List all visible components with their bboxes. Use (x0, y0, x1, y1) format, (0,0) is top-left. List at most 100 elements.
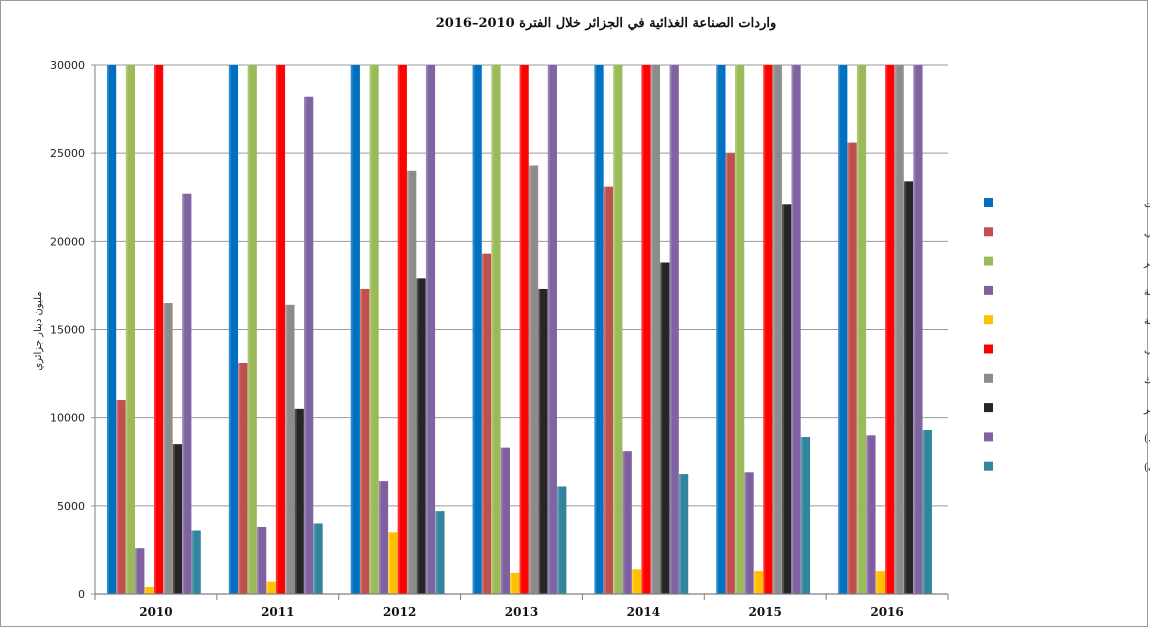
bar-highlight (116, 400, 119, 594)
bar (435, 511, 445, 594)
bar-highlight (856, 65, 859, 594)
bar-highlight (154, 65, 156, 594)
bar (557, 486, 567, 594)
bar (313, 523, 323, 594)
y-tick-label: 5000 (57, 500, 85, 513)
bar (247, 65, 257, 594)
bar (116, 400, 126, 594)
bar (144, 586, 154, 594)
bar (350, 65, 360, 594)
bar-highlight (350, 65, 353, 594)
y-tick-label: 25000 (50, 147, 85, 160)
bar-highlight (538, 288, 541, 594)
bar-highlight (594, 65, 597, 594)
legend-entry: صناعة المنتجات الغذائية (الخميرة، الحلوي… (1144, 433, 1150, 444)
bar-highlight (716, 65, 719, 594)
axes: 0 5000 10000 15000 20000 25000 30000 2010 2011 20… (50, 59, 949, 619)
bar (660, 262, 670, 594)
bar-highlight (847, 142, 850, 594)
bar (369, 65, 379, 594)
bar (125, 65, 135, 594)
bar (360, 288, 370, 594)
bar (378, 481, 389, 594)
bar-highlight (266, 581, 269, 594)
bar-highlight (753, 571, 756, 594)
bar (903, 181, 914, 594)
bar-highlight (660, 262, 663, 594)
bar-highlight (397, 65, 400, 594)
bar (191, 530, 201, 594)
bar-highlight (135, 548, 138, 594)
bar (154, 65, 164, 594)
legend-swatch (984, 344, 993, 354)
bar-highlight (875, 571, 878, 594)
bar (725, 153, 735, 594)
legend-entry: صناعة الزيوت (1144, 199, 1150, 210)
bar-highlight (285, 304, 288, 594)
bar (172, 444, 182, 594)
legend-entry: صناعة مصبرات الفواكه والخضر (1143, 404, 1150, 415)
bar-highlight (603, 186, 606, 595)
bar (791, 65, 801, 594)
bar (519, 65, 529, 594)
legend-entry: صناعة المشروبات الكحولية (1144, 287, 1150, 298)
legend-swatch (984, 373, 993, 383)
bar-highlight (407, 170, 410, 595)
bar (838, 65, 848, 594)
bar (763, 65, 773, 594)
legend: صناعة الزيوت إنتاج الحبوب صناعة السكر صناعة… (984, 198, 1150, 474)
legend-entry: صناعة الحليب (1144, 346, 1150, 357)
bar-highlight (257, 526, 260, 594)
bar (847, 142, 857, 594)
bar-highlight (725, 153, 728, 594)
y-tick-label: 0 (78, 588, 85, 601)
bar-highlight (435, 511, 438, 594)
bar-highlight (228, 65, 231, 594)
x-tick-label: 2015 (749, 605, 782, 619)
bar (407, 170, 417, 595)
x-tick-label: 2010 (139, 605, 172, 619)
bar-highlight (163, 303, 166, 594)
bar (510, 572, 520, 594)
bar-highlight (772, 65, 775, 594)
bar-highlight (903, 181, 906, 594)
bar-highlight (800, 437, 803, 594)
bar (388, 532, 398, 594)
bar-highlight (416, 278, 419, 594)
bar (613, 65, 623, 594)
bar-highlight (744, 472, 747, 594)
y-tick-label: 20000 (50, 235, 85, 248)
bar (875, 571, 885, 594)
bar (547, 65, 557, 594)
legend-swatch (984, 198, 993, 207)
bar-highlight (304, 96, 307, 595)
bar (800, 437, 811, 594)
x-tick-label: 2016 (870, 605, 903, 619)
x-tick-label: 2012 (383, 605, 416, 619)
y-tick-label: 15000 (50, 324, 85, 337)
bar-highlight (378, 481, 381, 594)
bar-highlight (491, 65, 494, 594)
bar-highlight (735, 65, 738, 594)
legend-swatch (984, 285, 993, 295)
bar (538, 288, 548, 594)
bar-highlight (275, 65, 278, 594)
legend-entry: صناعة المنتجات الحيوانية (الأعلاف) (1144, 462, 1150, 474)
x-tick-label: 2011 (261, 605, 294, 619)
bar-highlight (510, 572, 513, 594)
bar-highlight (791, 65, 794, 594)
bar-highlight (294, 408, 297, 594)
legend-swatch (984, 432, 993, 442)
bar (238, 363, 248, 594)
bar-highlight (500, 447, 503, 594)
grid (91, 64, 948, 595)
bar-highlight (528, 165, 531, 594)
bar-highlight (613, 65, 616, 594)
bar-highlight (669, 65, 672, 594)
bar-highlight (885, 65, 888, 594)
bar (163, 303, 173, 594)
legend-entry: إنتاج الحبوب (1144, 228, 1150, 239)
bar (885, 65, 895, 594)
bar (894, 65, 904, 594)
